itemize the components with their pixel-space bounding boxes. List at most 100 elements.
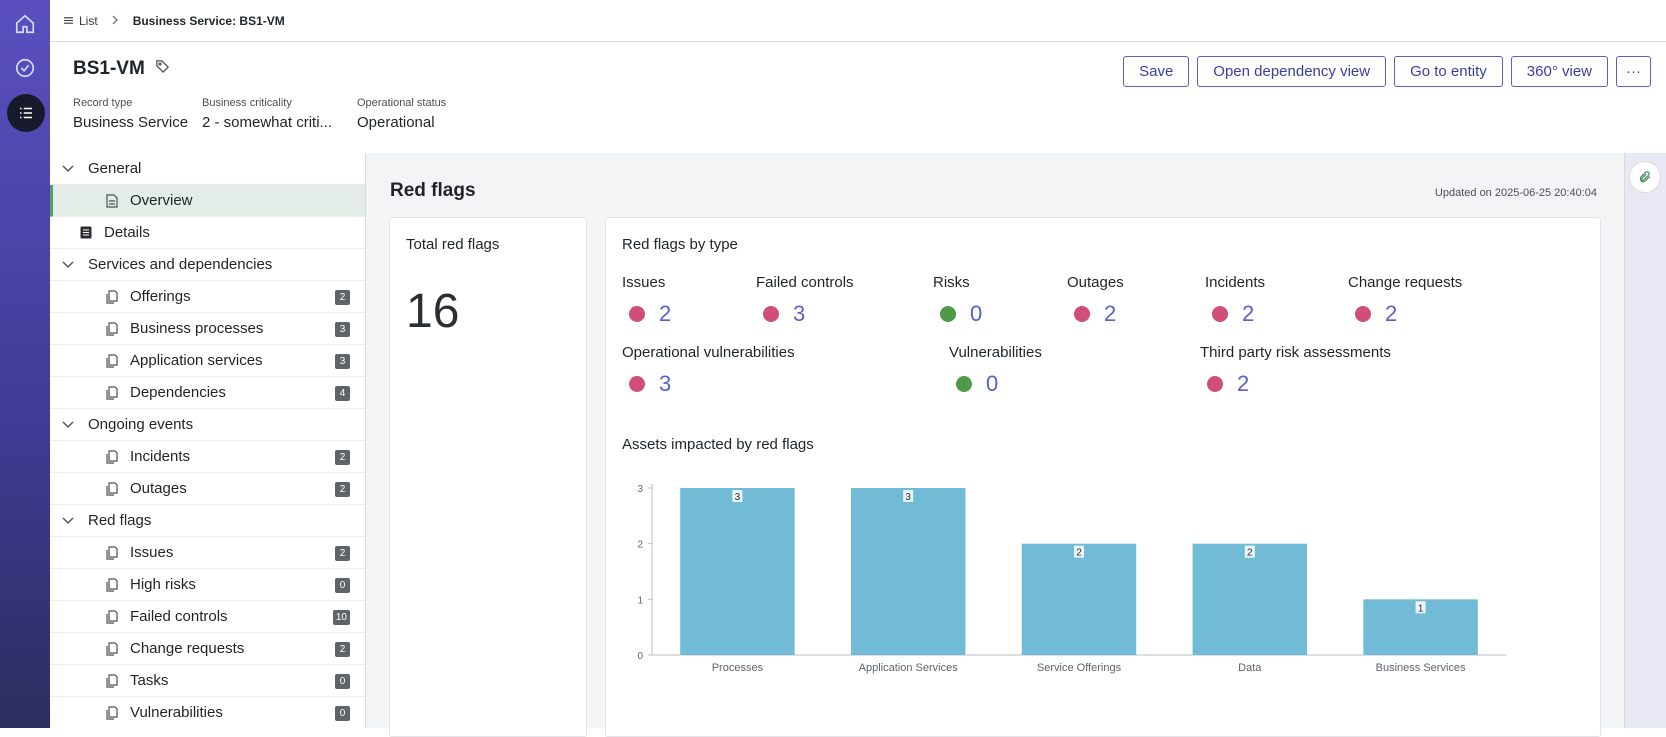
red-flags-panel: Red flags Updated on 2025-06-25 20:40:04…	[366, 153, 1624, 737]
type-count[interactable]: 2	[1385, 301, 1398, 326]
type-count[interactable]: 0	[986, 371, 999, 396]
chevron-down-icon	[62, 421, 76, 429]
count-badge: 2	[335, 642, 350, 657]
nav-rail	[0, 0, 50, 728]
assets-impacted-bar-chart: 0 1 2 3 3 Processes 3 Application Services 2 Serv…	[637, 484, 1506, 674]
red-flag-type-issues[interactable]: Issues 2	[622, 274, 671, 327]
sidebar-section-services[interactable]: Services and dependencies	[50, 249, 365, 281]
red-flag-type-change-requests[interactable]: Change requests 2	[1348, 274, 1462, 327]
sidebar-item-vulnerabilities[interactable]: Vulnerabilities 0	[50, 697, 365, 728]
check-circle-icon[interactable]	[9, 52, 41, 84]
type-count[interactable]: 2	[659, 301, 672, 326]
copy-icon	[106, 545, 120, 560]
type-label: Operational vulnerabilities	[622, 344, 795, 361]
red-flag-type-failed-controls[interactable]: Failed controls 3	[756, 274, 854, 327]
breadcrumb: List Business Service: BS1-VM	[50, 0, 1666, 42]
record-sidebar: General Overview Details Services and de…	[50, 153, 366, 728]
sidebar-item-business-processes[interactable]: Business processes 3	[50, 313, 365, 345]
sidebar-item-tasks[interactable]: Tasks 0	[50, 665, 365, 697]
status-dot	[1207, 376, 1223, 392]
sidebar-item-label: Application services	[130, 352, 263, 369]
bar[interactable]	[850, 488, 966, 655]
updated-timestamp: Updated on 2025-06-25 20:40:04	[1434, 187, 1597, 199]
bar[interactable]	[1192, 543, 1308, 655]
breadcrumb-list-link[interactable]: List	[64, 14, 98, 28]
type-count[interactable]: 2	[1237, 371, 1250, 396]
red-flag-type-risks[interactable]: Risks 0	[933, 274, 982, 327]
status-dot	[1212, 306, 1228, 322]
sidebar-item-issues[interactable]: Issues 2	[50, 537, 365, 569]
open-dependency-view-button[interactable]: Open dependency view	[1197, 56, 1387, 87]
chevron-right-icon	[112, 14, 119, 28]
copy-icon	[106, 641, 120, 656]
chevron-down-icon	[62, 517, 76, 525]
type-count[interactable]: 2	[1104, 301, 1117, 326]
go-to-entity-button[interactable]: Go to entity	[1394, 56, 1503, 87]
sidebar-item-details[interactable]: Details	[50, 217, 365, 249]
data-label-bg	[903, 490, 914, 502]
type-label: Risks	[933, 274, 970, 291]
y-tick-label: 0	[637, 651, 643, 662]
red-flag-type-third-party-risk-assessments[interactable]: Third party risk assessments 2	[1200, 344, 1391, 397]
copy-icon	[106, 577, 120, 592]
copy-icon	[106, 705, 120, 720]
sidebar-item-label: High risks	[130, 576, 196, 593]
data-label-bg	[1244, 545, 1255, 558]
sidebar-item-label: Tasks	[130, 672, 169, 689]
count-badge: 4	[335, 386, 350, 401]
card-title: Red flags by type	[622, 236, 738, 253]
red-flag-type-operational-vulnerabilities[interactable]: Operational vulnerabilities 3	[622, 344, 795, 397]
sidebar-item-incidents[interactable]: Incidents 2	[50, 441, 365, 473]
sidebar-item-offerings[interactable]: Offerings 2	[50, 281, 365, 313]
more-actions-button[interactable]: ···	[1616, 56, 1651, 87]
count-badge: 10	[332, 610, 350, 625]
type-count[interactable]: 0	[970, 301, 983, 326]
field-label: Operational status	[357, 97, 447, 109]
x-tick-label: Processes	[712, 662, 764, 674]
view-360-button[interactable]: 360° view	[1510, 56, 1608, 87]
page-title: BS1-VM	[73, 58, 170, 80]
x-tick-label: Service Offerings	[1037, 662, 1122, 674]
count-badge: 0	[335, 674, 350, 689]
status-dot	[629, 306, 645, 322]
sidebar-item-label: Vulnerabilities	[130, 704, 223, 721]
red-flag-type-vulnerabilities[interactable]: Vulnerabilities 0	[949, 344, 1042, 397]
menu-icon	[64, 17, 73, 24]
sidebar-item-outages[interactable]: Outages 2	[50, 473, 365, 505]
sidebar-item-application-services[interactable]: Application services 3	[50, 345, 365, 377]
sidebar-section-red-flags[interactable]: Red flags	[50, 505, 365, 537]
bar[interactable]	[1021, 543, 1137, 655]
type-count[interactable]: 2	[1242, 301, 1255, 326]
type-count[interactable]: 3	[659, 371, 672, 396]
bar[interactable]	[680, 488, 795, 655]
count-badge: 0	[335, 706, 350, 721]
type-count[interactable]: 3	[793, 301, 806, 326]
data-label: 1	[1418, 603, 1424, 614]
header-actions: Save Open dependency view Go to entity 3…	[1123, 56, 1651, 87]
sidebar-item-overview[interactable]: Overview	[50, 185, 365, 217]
red-flag-type-outages[interactable]: Outages 2	[1067, 274, 1124, 327]
section-title: Red flags	[390, 180, 476, 201]
x-tick-label: Business Services	[1376, 662, 1466, 674]
sidebar-section-ongoing-events[interactable]: Ongoing events	[50, 409, 365, 441]
sidebar-item-label: Overview	[130, 192, 193, 209]
document-icon	[106, 193, 120, 208]
tag-icon[interactable]	[155, 58, 170, 80]
sidebar-item-label: Change requests	[130, 640, 245, 657]
chevron-down-icon	[62, 261, 76, 269]
sidebar-section-general[interactable]: General	[50, 153, 365, 185]
sidebar-item-label: Details	[104, 224, 150, 241]
red-flag-type-incidents[interactable]: Incidents 2	[1205, 274, 1265, 327]
home-icon[interactable]	[9, 8, 41, 40]
paperclip-icon[interactable]	[1629, 161, 1661, 193]
sidebar-item-high-risks[interactable]: High risks 0	[50, 569, 365, 601]
sidebar-item-label: Failed controls	[130, 608, 228, 625]
type-label: Change requests	[1348, 274, 1463, 291]
list-icon[interactable]	[7, 94, 45, 132]
sidebar-item-change-requests[interactable]: Change requests 2	[50, 633, 365, 665]
sidebar-item-dependencies[interactable]: Dependencies 4	[50, 377, 365, 409]
chevron-down-icon	[62, 165, 76, 173]
save-button[interactable]: Save	[1123, 56, 1190, 87]
assets-impacted-title: Assets impacted by red flags	[622, 436, 814, 453]
sidebar-item-failed-controls[interactable]: Failed controls 10	[50, 601, 365, 633]
